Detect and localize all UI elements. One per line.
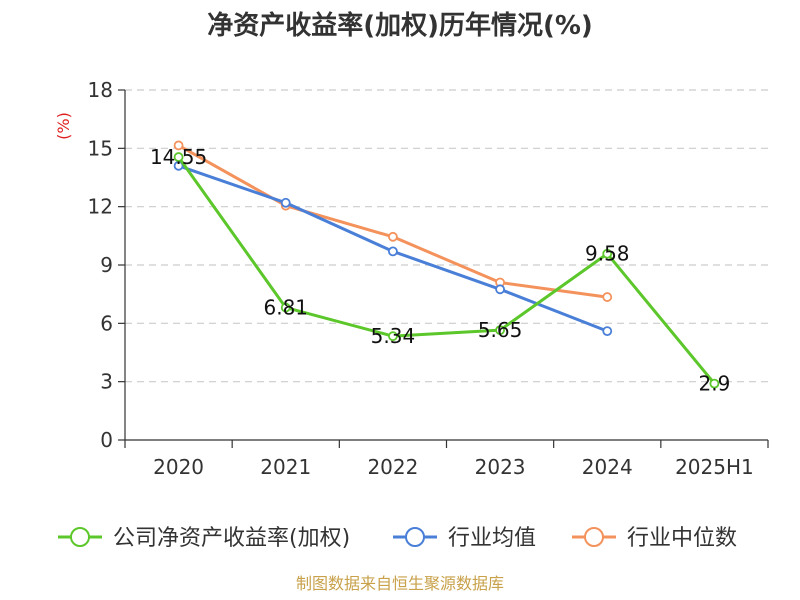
series-0-point-0 [173, 152, 184, 162]
y-tick-label-18: 18 [88, 78, 113, 102]
data-label-2020: 14.55 [150, 145, 207, 169]
x-tick-label-2025H1: 2025H1 [675, 455, 754, 479]
data-label-2025H1: 2.9 [699, 372, 731, 396]
series-2-point-4 [602, 292, 613, 302]
legend-label-0: 公司净资产收益率(加权) [113, 526, 350, 551]
data-label-2021: 6.81 [263, 296, 308, 320]
y-tick-label-15: 15 [88, 136, 113, 160]
x-tick-label-2024: 2024 [582, 455, 633, 479]
legend-label-2: 行业中位数 [627, 526, 737, 551]
x-tick-label-2023: 2023 [475, 455, 526, 479]
series-0-point-2 [388, 331, 398, 342]
series-line-0 [177, 156, 716, 385]
data-label-2024: 9.58 [585, 242, 630, 266]
series-line-2 [177, 144, 608, 299]
legend-swatch-marker-0 [70, 527, 90, 547]
x-tick-label-2021: 2021 [260, 455, 311, 479]
series-0-point-1 [280, 302, 291, 313]
data-labels: 14.55 6.81 5.34 5.65 9.58 2.9 [150, 145, 730, 396]
y-tick-label-3: 3 [100, 370, 113, 394]
data-label-2022: 5.34 [371, 324, 416, 348]
legend-label-1: 行业均值 [448, 526, 536, 551]
y-axis-unit-label: (%) [54, 112, 73, 140]
series-0-point-3 [495, 325, 505, 336]
legend: 公司净资产收益率(加权) 行业均值 行业中位数 [58, 526, 737, 551]
series-1-point-4 [602, 326, 613, 337]
x-tick-label-2022: 2022 [367, 455, 418, 479]
series-1-point-2 [388, 246, 398, 257]
legend-swatch-marker-2 [584, 527, 604, 547]
y-tick-label-6: 6 [100, 311, 113, 335]
y-tick-label-12: 12 [88, 195, 113, 219]
series-lines [173, 140, 720, 389]
legend-swatch-marker-1 [405, 527, 425, 547]
series-2-point-2 [388, 231, 398, 242]
x-tick-label-2020: 2020 [153, 455, 204, 479]
grid-lines [125, 89, 768, 383]
series-1-point-3 [495, 284, 505, 295]
y-tick-label-9: 9 [100, 253, 113, 277]
series-2-point-0 [173, 140, 184, 151]
data-label-2023: 5.65 [478, 318, 523, 342]
axes: 0 3 6 9 12 15 18 2020 2021 2022 2023 2024 2025H1 [88, 78, 769, 479]
series-1-point-1 [280, 197, 291, 208]
chart-title: 净资产收益率(加权)历年情况(%) [207, 10, 593, 41]
series-0-point-5 [709, 378, 720, 389]
series-0-point-4 [602, 248, 613, 259]
y-tick-label-0: 0 [100, 428, 113, 452]
data-source-footer: 制图数据来自恒生聚源数据库 [296, 574, 504, 593]
